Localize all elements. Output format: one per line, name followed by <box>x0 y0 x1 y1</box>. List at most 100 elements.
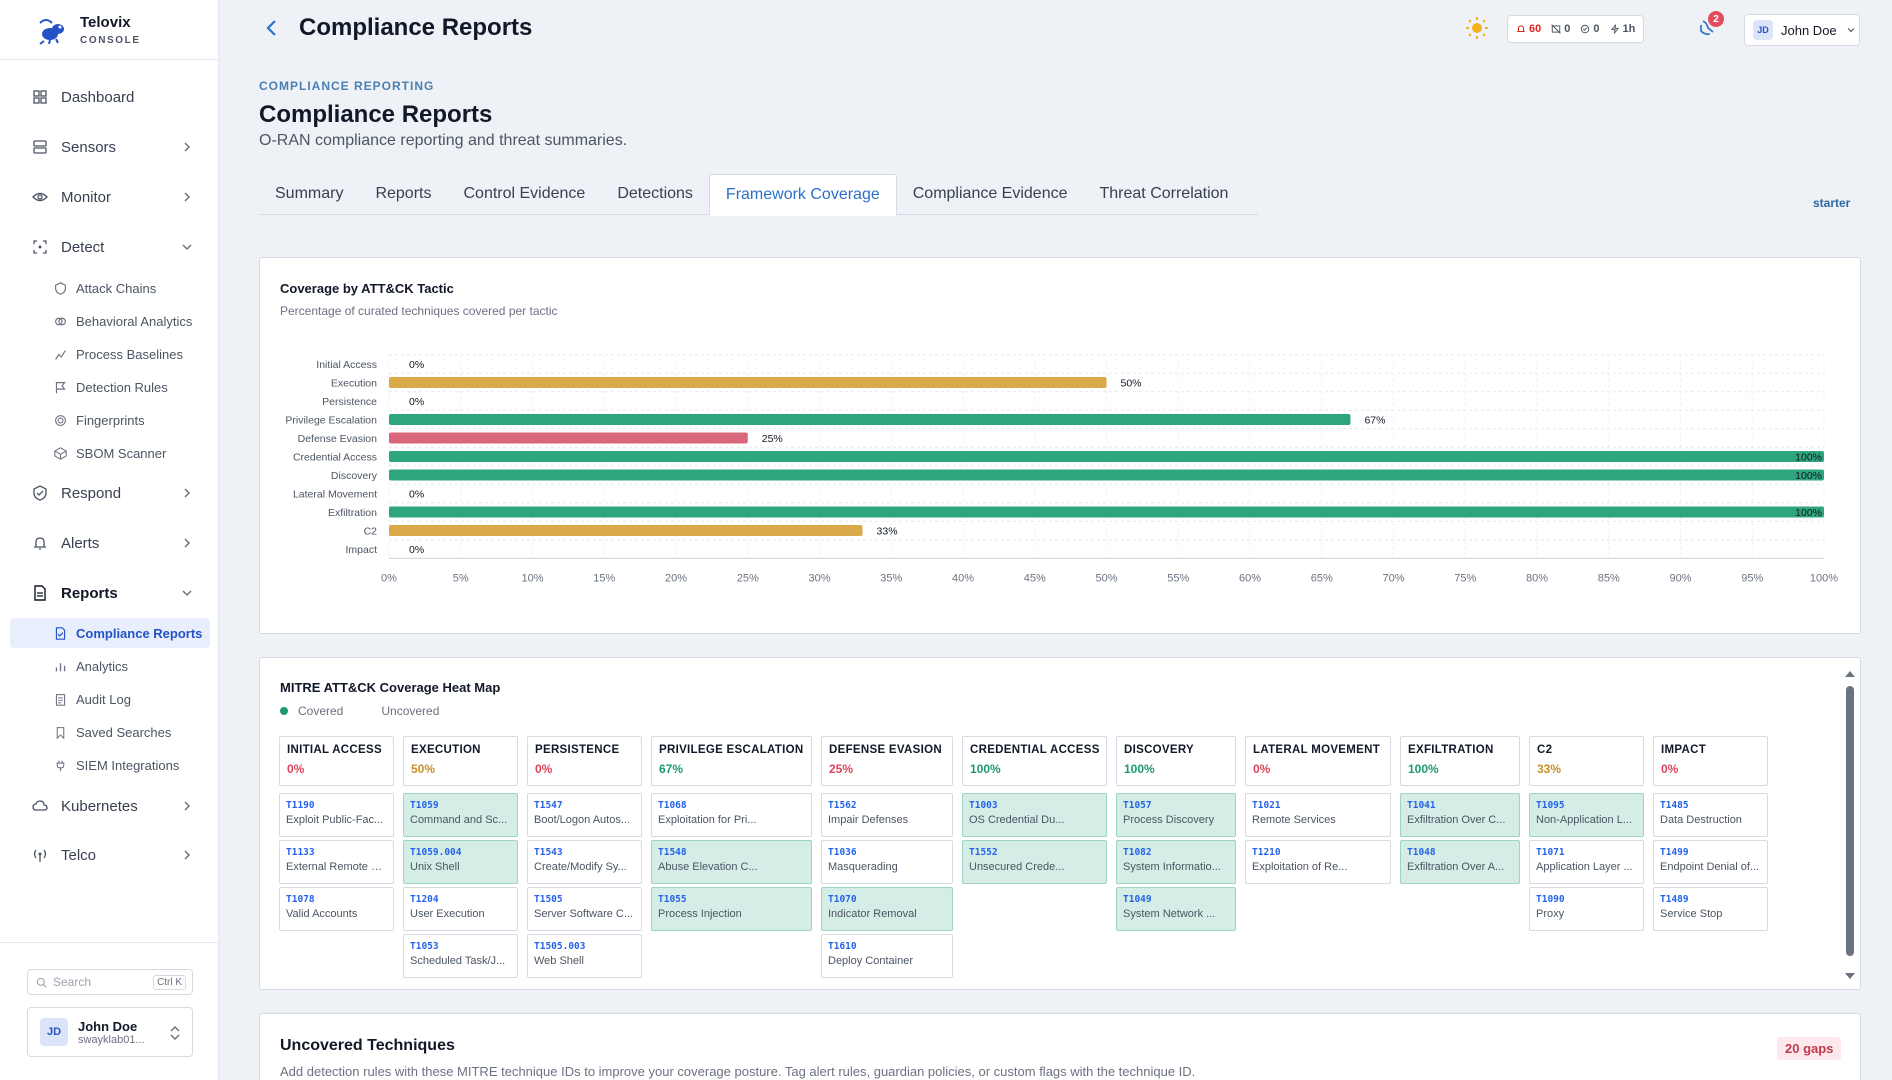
sidebar-subitem-siem-integrations[interactable]: SIEM Integrations <box>10 750 210 780</box>
fingerprint-icon <box>54 414 67 427</box>
sidebar-subitem-compliance-reports[interactable]: Compliance Reports <box>10 618 210 648</box>
technique-cell[interactable]: T1003 OS Credential Du... <box>962 793 1107 837</box>
technique-cell[interactable]: T1485 Data Destruction <box>1653 793 1768 837</box>
tactic-coverage-pct: 100% <box>1408 762 1439 776</box>
technique-cell[interactable]: T1021 Remote Services <box>1245 793 1391 837</box>
sun-icon[interactable] <box>1465 16 1489 40</box>
technique-cell[interactable]: T1082 System Informatio... <box>1116 840 1236 884</box>
heatmap-legend: Covered Uncovered <box>280 704 439 718</box>
sidebar-item-kubernetes[interactable]: Kubernetes <box>0 786 219 826</box>
technique-cell[interactable]: T1552 Unsecured Crede... <box>962 840 1107 884</box>
technique-cell[interactable]: T1071 Application Layer ... <box>1529 840 1644 884</box>
sidebar-item-monitor[interactable]: Monitor <box>0 177 219 217</box>
heatmap-card: MITRE ATT&CK Coverage Heat Map Covered U… <box>259 657 1861 990</box>
technique-cell[interactable]: T1090 Proxy <box>1529 887 1644 931</box>
technique-id: T1547 <box>534 800 563 811</box>
y-tick-label: Lateral Movement <box>293 489 377 501</box>
tactic-coverage-pct: 0% <box>1661 762 1679 776</box>
sidebar-item-telco[interactable]: Telco <box>0 835 219 875</box>
technique-cell[interactable]: T1548 Abuse Elevation C... <box>651 840 812 884</box>
notifications-icon[interactable] <box>1696 17 1718 39</box>
data-label: 0% <box>409 396 424 408</box>
sidebar-item-alerts[interactable]: Alerts <box>0 523 219 563</box>
technique-cell[interactable]: T1059.004 Unix Shell <box>403 840 518 884</box>
technique-cell[interactable]: T1057 Process Discovery <box>1116 793 1236 837</box>
sidebar-subitem-sbom-scanner[interactable]: SBOM Scanner <box>10 438 210 468</box>
technique-cell[interactable]: T1489 Service Stop <box>1653 887 1768 931</box>
bell-icon <box>32 535 48 551</box>
brand[interactable]: Telovix CONSOLE <box>0 0 218 60</box>
technique-cell[interactable]: T1053 Scheduled Task/J... <box>403 934 518 978</box>
x-tick-label: 5% <box>453 573 469 585</box>
y-tick-label: Defense Evasion <box>298 433 378 445</box>
sidebar-item-reports[interactable]: Reports <box>0 573 219 613</box>
tab-threat-correlation[interactable]: Threat Correlation <box>1099 185 1229 202</box>
tab-compliance-evidence[interactable]: Compliance Evidence <box>912 185 1068 202</box>
back-arrow-icon[interactable] <box>262 18 282 38</box>
technique-cell[interactable]: T1562 Impair Defenses <box>821 793 953 837</box>
sidebar-item-respond[interactable]: Respond <box>0 473 219 513</box>
brand-name: Telovix <box>80 13 131 31</box>
technique-cell[interactable]: T1095 Non-Application L... <box>1529 793 1644 837</box>
tab-reports[interactable]: Reports <box>375 185 432 202</box>
heatmap-scrollbar[interactable] <box>1844 668 1856 983</box>
sidebar-subitem-audit-log[interactable]: Audit Log <box>10 684 210 714</box>
sidebar-subitem-label: SBOM Scanner <box>76 445 167 461</box>
technique-name: Command and Sc... <box>410 814 508 826</box>
technique-cell[interactable]: T1041 Exfiltration Over C... <box>1400 793 1520 837</box>
grid-icon <box>32 89 48 105</box>
technique-cell[interactable]: T1036 Masquerading <box>821 840 953 884</box>
sidebar-subitem-saved-searches[interactable]: Saved Searches <box>10 717 210 747</box>
tab-detections[interactable]: Detections <box>617 185 693 202</box>
sidebar-subitem-fingerprints[interactable]: Fingerprints <box>10 405 210 435</box>
data-label: 100% <box>1795 470 1822 482</box>
technique-cell[interactable]: T1068 Exploitation for Pri... <box>651 793 812 837</box>
technique-cell[interactable]: T1078 Valid Accounts <box>279 887 394 931</box>
x-tick-label: 35% <box>880 573 902 585</box>
tab-control-evidence[interactable]: Control Evidence <box>463 185 586 202</box>
status-summary[interactable]: 60 0 0 1h <box>1507 15 1645 43</box>
bell-icon <box>1516 25 1526 32</box>
technique-name: Exploit Public-Fac... <box>286 814 384 826</box>
sidebar-subitem-label: Saved Searches <box>76 724 172 740</box>
technique-cell[interactable]: T1610 Deploy Container <box>821 934 953 978</box>
technique-cell[interactable]: T1547 Boot/Logon Autos... <box>527 793 642 837</box>
tab-summary[interactable]: Summary <box>275 185 344 202</box>
technique-cell[interactable]: T1070 Indicator Removal <box>821 887 953 931</box>
technique-cell[interactable]: T1204 User Execution <box>403 887 518 931</box>
technique-cell[interactable]: T1505 Server Software C... <box>527 887 642 931</box>
sidebar-item-dashboard[interactable]: Dashboard <box>0 77 219 117</box>
y-tick-label: Impact <box>345 544 377 556</box>
technique-cell[interactable]: T1055 Process Injection <box>651 887 812 931</box>
sidebar-item-label: Kubernetes <box>61 797 138 815</box>
technique-cell[interactable]: T1048 Exfiltration Over A... <box>1400 840 1520 884</box>
technique-cell[interactable]: T1210 Exploitation of Re... <box>1245 840 1391 884</box>
check-circle-icon <box>1581 24 1590 34</box>
x-tick-label: 100% <box>1810 573 1838 585</box>
coverage-bar-chart: 0% 5% 10% 15% 20% 25% 30% 35% 40% 45% 50% 55% 60% 65%… <box>285 354 1838 585</box>
technique-cell[interactable]: T1049 System Network ... <box>1116 887 1236 931</box>
technique-cell[interactable]: T1505.003 Web Shell <box>527 934 642 978</box>
sidebar-subitem-process-baselines[interactable]: Process Baselines <box>10 339 210 369</box>
bar-chart-icon <box>54 660 67 673</box>
technique-cell[interactable]: T1543 Create/Modify Sy... <box>527 840 642 884</box>
user-menu[interactable]: JD John Doe <box>1744 14 1860 46</box>
shield-check-icon <box>32 485 48 501</box>
sidebar-item-detect[interactable]: Detect <box>0 227 219 267</box>
flag-icon <box>54 381 67 394</box>
sidebar-subitem-analytics[interactable]: Analytics <box>10 651 210 681</box>
clipboard-icon <box>54 693 67 706</box>
sidebar-subitem-behavioral-analytics[interactable]: Behavioral Analytics <box>10 306 210 336</box>
technique-cell[interactable]: T1059 Command and Sc... <box>403 793 518 837</box>
tab-framework-coverage[interactable]: Framework Coverage <box>708 174 897 216</box>
technique-cell[interactable]: T1190 Exploit Public-Fac... <box>279 793 394 837</box>
user-card[interactable]: JD John Doe swayklab01... <box>27 1007 193 1057</box>
sidebar-search[interactable]: Search Ctrl K <box>27 969 193 995</box>
technique-cell[interactable]: T1133 External Remote S... <box>279 840 394 884</box>
sidebar-subitem-attack-chains[interactable]: Attack Chains <box>10 273 210 303</box>
technique-cell[interactable]: T1499 Endpoint Denial of... <box>1653 840 1768 884</box>
sidebar-item-sensors[interactable]: Sensors <box>0 127 219 167</box>
data-label: 0% <box>409 544 424 556</box>
sidebar-subitem-detection-rules[interactable]: Detection Rules <box>10 372 210 402</box>
technique-id: T1485 <box>1660 800 1689 811</box>
